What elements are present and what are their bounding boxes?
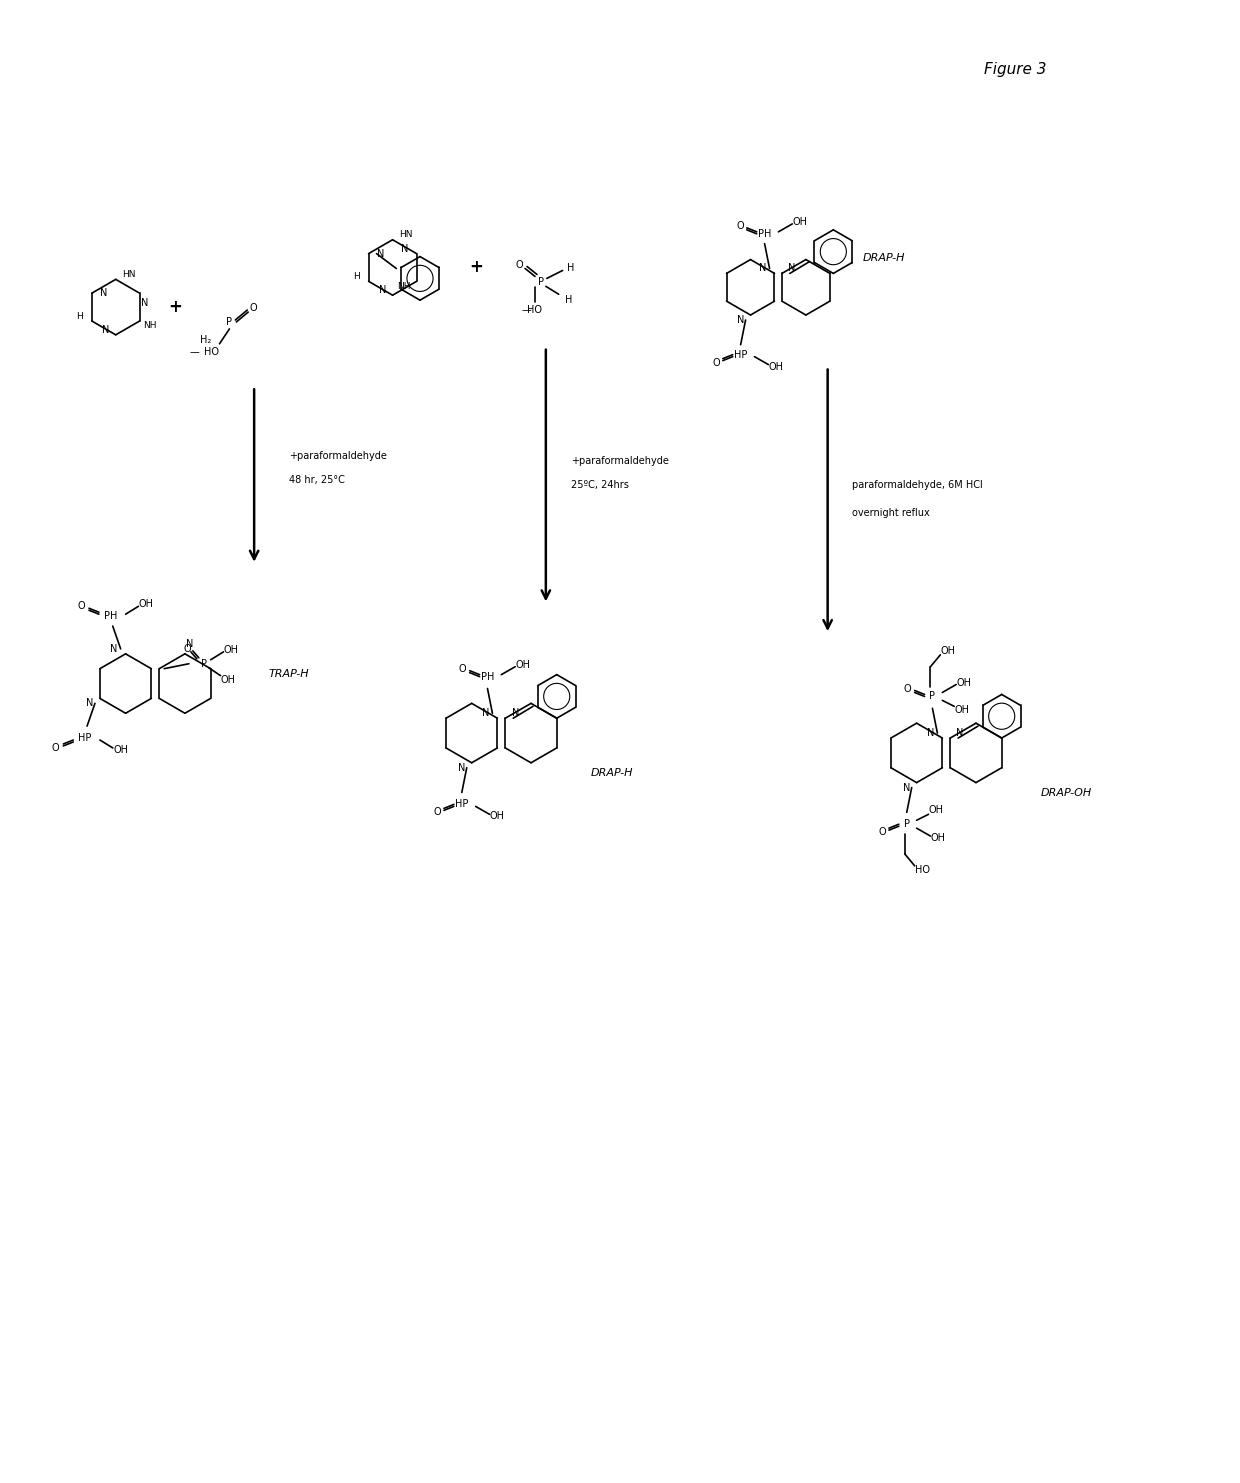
Text: N: N	[100, 288, 108, 298]
Text: P: P	[227, 317, 232, 326]
Text: N: N	[926, 728, 934, 739]
Text: N: N	[186, 639, 193, 650]
Text: HP: HP	[455, 799, 469, 810]
Text: N: N	[759, 264, 766, 273]
Text: H: H	[77, 311, 83, 320]
Text: N: N	[956, 728, 963, 739]
Text: N: N	[87, 698, 94, 709]
Text: O: O	[459, 664, 466, 673]
Text: O: O	[712, 357, 719, 368]
Text: HP: HP	[734, 350, 748, 360]
Text: OH: OH	[224, 645, 239, 655]
Text: N: N	[903, 783, 910, 792]
Text: +: +	[169, 298, 182, 316]
Text: O: O	[433, 807, 441, 817]
Text: O: O	[737, 221, 744, 231]
Text: OH: OH	[941, 647, 956, 655]
Text: DRAP-OH: DRAP-OH	[1040, 787, 1091, 798]
Text: N: N	[379, 285, 387, 295]
Text: P: P	[904, 819, 910, 829]
Text: O: O	[516, 260, 523, 270]
Text: PH: PH	[758, 228, 771, 239]
Text: HO: HO	[527, 305, 542, 314]
Text: OH: OH	[956, 678, 972, 688]
Text: HN: HN	[399, 230, 412, 239]
Text: N: N	[512, 709, 518, 718]
Text: P: P	[538, 277, 544, 288]
Text: N: N	[789, 264, 796, 273]
Text: —: —	[190, 347, 200, 357]
Text: N: N	[377, 249, 384, 258]
Text: OH: OH	[516, 660, 531, 670]
Text: OH: OH	[490, 811, 505, 822]
Text: O: O	[184, 644, 191, 654]
Text: HN: HN	[122, 270, 135, 279]
Text: paraformaldehyde, 6M HCl: paraformaldehyde, 6M HCl	[852, 480, 983, 491]
Text: —: —	[521, 305, 531, 314]
Text: O: O	[52, 743, 60, 753]
Text: OH: OH	[113, 744, 128, 755]
Text: P: P	[930, 691, 935, 701]
Text: Figure 3: Figure 3	[985, 62, 1047, 77]
Text: 25ºC, 24hrs: 25ºC, 24hrs	[570, 480, 629, 491]
Text: HP: HP	[78, 733, 92, 743]
Text: NH: NH	[397, 282, 410, 291]
Text: +paraformaldehyde: +paraformaldehyde	[570, 455, 668, 466]
Text: DRAP-H: DRAP-H	[862, 252, 905, 262]
Text: N: N	[110, 644, 118, 654]
Text: P: P	[201, 658, 207, 669]
Text: OH: OH	[221, 675, 236, 685]
Text: OH: OH	[792, 217, 807, 227]
Text: OH: OH	[955, 706, 970, 715]
Text: overnight reflux: overnight reflux	[852, 509, 930, 518]
Text: N: N	[737, 314, 744, 325]
Text: OH: OH	[929, 805, 944, 816]
Text: HO: HO	[205, 347, 219, 357]
Text: NH: NH	[143, 322, 156, 331]
Text: O: O	[904, 684, 911, 694]
Text: PH: PH	[104, 611, 118, 621]
Text: TRAP-H: TRAP-H	[269, 669, 310, 679]
Text: 48 hr, 25°C: 48 hr, 25°C	[289, 476, 345, 485]
Text: H: H	[353, 271, 360, 280]
Text: H₂: H₂	[201, 335, 212, 346]
Text: OH: OH	[139, 599, 154, 610]
Text: O: O	[249, 303, 257, 313]
Text: DRAP-H: DRAP-H	[590, 768, 632, 777]
Text: O: O	[878, 828, 885, 836]
Text: N: N	[141, 298, 149, 308]
Text: O: O	[77, 601, 84, 611]
Text: N: N	[482, 709, 490, 718]
Text: +paraformaldehyde: +paraformaldehyde	[289, 451, 387, 461]
Text: HO: HO	[915, 865, 930, 875]
Text: +: +	[470, 258, 484, 276]
Text: OH: OH	[931, 833, 946, 844]
Text: N: N	[401, 243, 408, 254]
Text: H: H	[567, 264, 574, 273]
Text: N: N	[458, 762, 465, 773]
Text: OH: OH	[769, 362, 784, 372]
Text: N: N	[102, 325, 109, 335]
Text: H: H	[565, 295, 573, 305]
Text: PH: PH	[481, 672, 495, 682]
